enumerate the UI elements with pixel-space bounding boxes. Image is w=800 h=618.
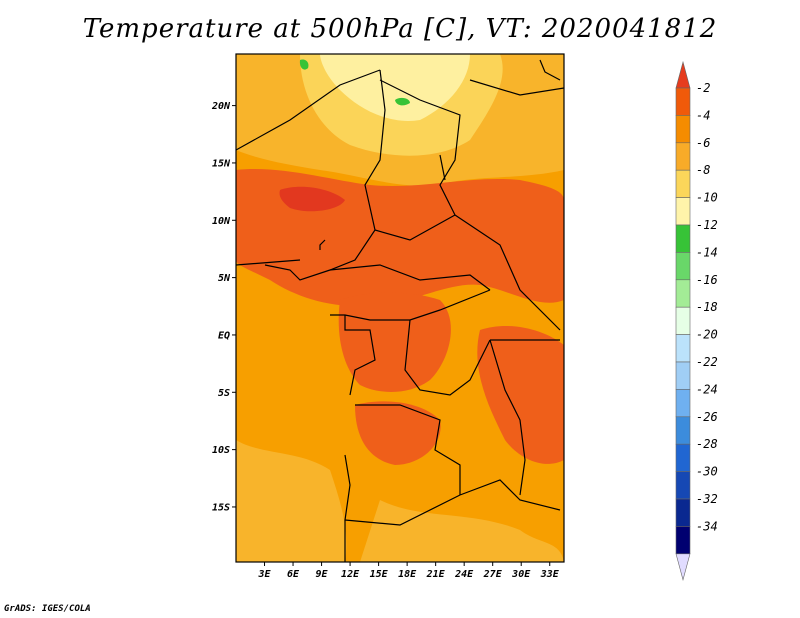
legend-label: -26 — [696, 410, 718, 424]
legend-swatch — [675, 224, 691, 253]
legend-label: -2 — [696, 81, 710, 95]
green-spot-2 — [395, 97, 410, 106]
legend-swatch — [675, 443, 691, 472]
lat-label: 5N — [218, 273, 231, 284]
color-legend: -2 -4 -6 -8 -10 -12 -14 -16 -18 -20 -22 -24 -26 -28 -3… — [675, 60, 718, 581]
lat-label: 5S — [218, 388, 230, 399]
legend-swatch — [675, 389, 691, 418]
legend-label: -22 — [696, 355, 718, 369]
lat-label: 10N — [212, 216, 231, 227]
legend-swatch — [675, 169, 691, 198]
cool-region-southwest — [236, 440, 347, 562]
legend-top-arrow — [675, 60, 691, 89]
legend-label: -24 — [696, 382, 718, 396]
country-borders — [236, 59, 564, 562]
map-frame — [235, 53, 565, 563]
map-title: Temperature at 500hPa [C], VT: 202004181… — [82, 14, 718, 44]
lon-label: 24E — [454, 569, 474, 580]
warm-region-angola — [355, 401, 441, 465]
cool-region-south — [360, 500, 564, 562]
warm-region-congo — [338, 292, 451, 392]
legend-swatch — [675, 471, 691, 500]
lat-label: 10S — [212, 445, 230, 456]
legend-label: -34 — [696, 519, 718, 533]
legend-swatch — [675, 142, 691, 171]
legend-label: -32 — [696, 492, 718, 506]
lon-label: 30E — [511, 569, 531, 580]
legend-swatch — [675, 306, 691, 335]
temperature-field — [236, 54, 564, 562]
legend-swatch — [675, 115, 691, 144]
legend-swatch — [675, 526, 691, 555]
lat-label: 15S — [212, 502, 230, 513]
hot-core-nigeria — [279, 186, 345, 212]
lon-label: 33E — [540, 569, 560, 580]
legend-swatch — [675, 252, 691, 281]
legend-swatch — [675, 197, 691, 226]
lon-label: 12E — [341, 569, 360, 580]
legend-label: -12 — [696, 218, 718, 232]
legend-label: -28 — [696, 437, 718, 451]
green-spot-1 — [299, 59, 309, 70]
legend-swatch — [675, 498, 691, 527]
lat-label: 20N — [211, 101, 231, 112]
legend-swatch — [675, 334, 691, 363]
lon-label: 21E — [426, 569, 446, 580]
latitude-axis: 20N 15N 10N 5N EQ 5S 10S 15S — [211, 101, 236, 513]
longitude-axis: 3E 6E 9E 12E 15E 18E 21E 24E 27E 30E 33E — [257, 562, 560, 580]
lon-label: 6E — [287, 569, 300, 580]
legend-swatch — [675, 279, 691, 308]
legend-label: -6 — [696, 136, 710, 150]
legend-label: -10 — [696, 191, 718, 205]
legend-label: -30 — [696, 465, 718, 479]
legend-bottom-arrow — [675, 553, 691, 581]
legend-label: -4 — [696, 108, 710, 122]
lon-label: 9E — [316, 569, 329, 580]
legend-label: -8 — [696, 163, 710, 177]
grads-credit: GrADS: IGES/COLA — [4, 604, 91, 614]
lon-label: 18E — [398, 569, 417, 580]
legend-swatch — [675, 361, 691, 390]
lon-label: 3E — [257, 569, 271, 580]
warm-region-east — [477, 325, 564, 464]
lon-label: 15E — [370, 569, 389, 580]
legend-swatch — [675, 416, 691, 445]
legend-label: -14 — [696, 245, 718, 259]
legend-label: -18 — [696, 300, 718, 314]
legend-label: -16 — [696, 273, 718, 287]
lon-label: 27E — [483, 569, 503, 580]
lat-label: 15N — [212, 158, 231, 169]
lat-label: EQ — [218, 330, 230, 341]
legend-label: -20 — [696, 328, 718, 342]
legend-swatch — [675, 87, 691, 116]
